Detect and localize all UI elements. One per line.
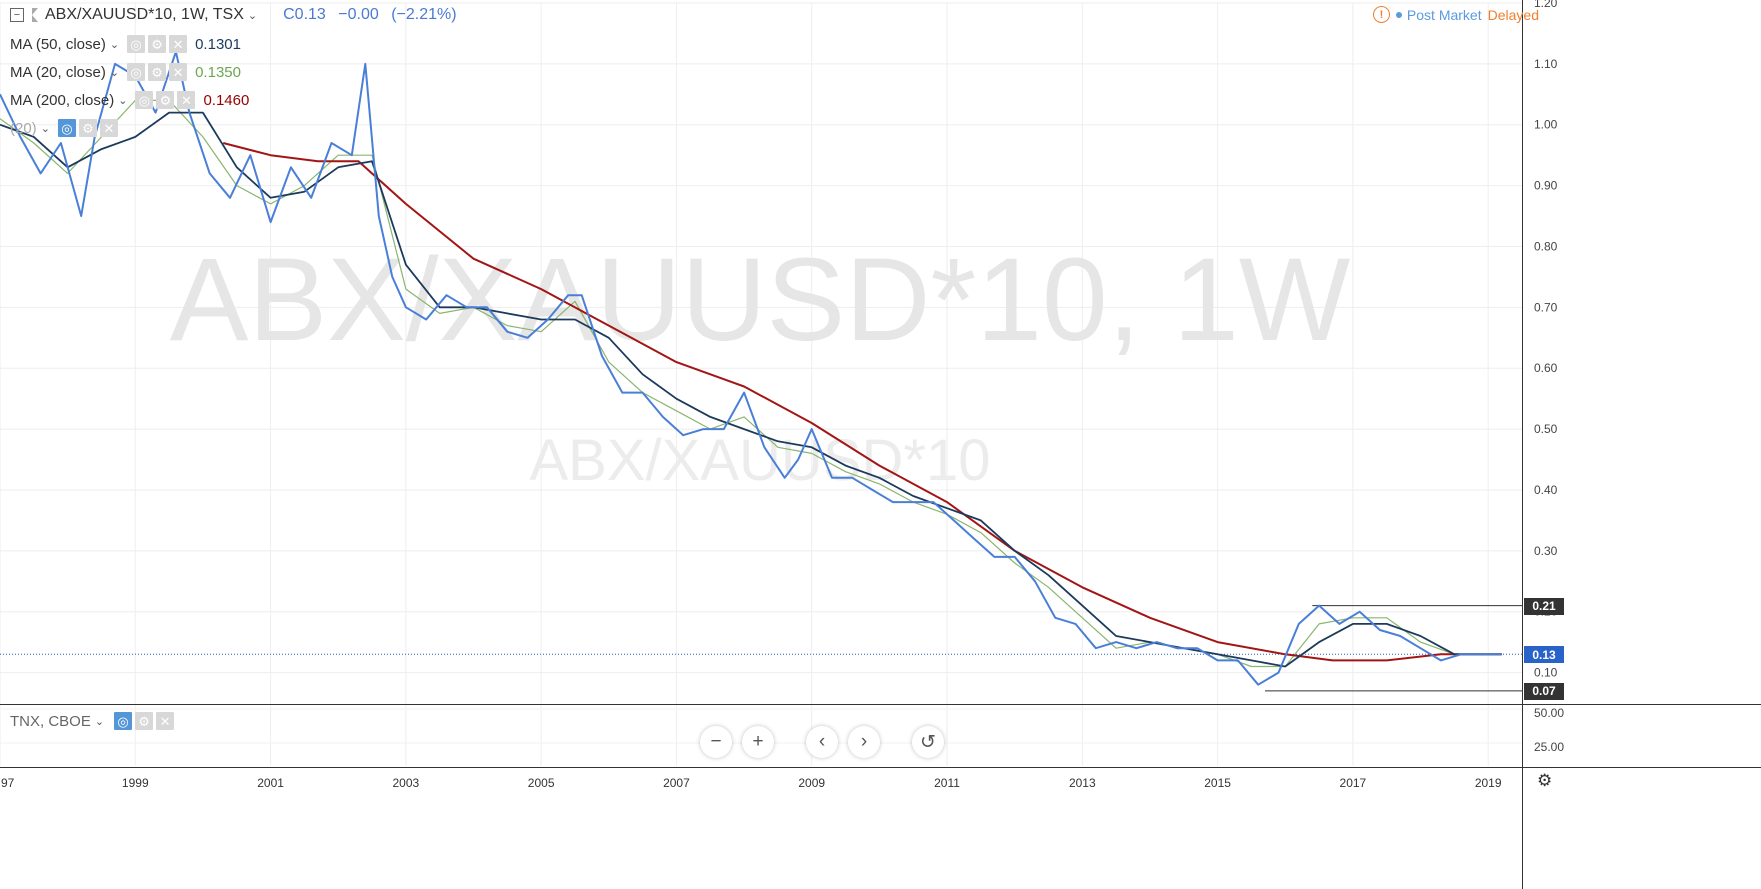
x-tick-label: 2011 xyxy=(934,776,960,790)
gear-icon[interactable]: ⚙ xyxy=(135,712,154,730)
eye-icon[interactable]: ◎ xyxy=(127,35,146,53)
close-icon[interactable]: ✕ xyxy=(99,119,118,137)
eye-icon[interactable]: ◎ xyxy=(127,63,146,81)
series-line-ma50 xyxy=(0,111,1502,668)
flag-icon xyxy=(32,8,38,22)
chevron-down-icon[interactable]: ⌄ xyxy=(109,66,120,79)
series-line-price xyxy=(0,50,1502,686)
x-tick-label: 2017 xyxy=(1340,776,1367,790)
x-tick-label: 2005 xyxy=(528,776,555,790)
reset-icon[interactable]: ↺ xyxy=(912,726,944,758)
sub-y-tick-label: 50.00 xyxy=(1534,706,1564,720)
sub-pane-legend: TNX, CBOE ⌄ ◎ ⚙ ✕ xyxy=(10,712,175,730)
collapse-icon[interactable]: − xyxy=(10,8,24,22)
eye-icon[interactable]: ◎ xyxy=(57,119,76,137)
chevron-down-icon[interactable]: ⌄ xyxy=(109,38,120,51)
symbol-label[interactable]: ABX/XAUUSD*10, 1W, TSX xyxy=(45,6,244,23)
y-tick-label: 0.50 xyxy=(1534,422,1558,436)
indicator-row: MA (50, close) ⌄ ◎ ⚙ ✕ 0.1301 xyxy=(10,35,241,53)
y-tick-label: 0.30 xyxy=(1534,544,1558,558)
chevron-down-icon[interactable]: ⌄ xyxy=(40,122,50,135)
indicator-label[interactable]: MA (50, close) xyxy=(10,35,106,53)
indicator-row: MA (20, close) ⌄ ◎ ⚙ ✕ 0.1350 xyxy=(10,63,241,81)
gear-icon[interactable]: ⚙ xyxy=(156,91,175,109)
y-tick-label: 0.70 xyxy=(1534,300,1558,314)
gear-icon[interactable]: ⚙ xyxy=(78,119,97,137)
indicator-row: (20) ⌄ ◎ ⚙ ✕ xyxy=(10,119,118,137)
settings-gear-icon[interactable]: ⚙ xyxy=(1537,771,1553,790)
delayed-label: Delayed xyxy=(1487,6,1539,23)
indicator-label[interactable]: MA (200, close) xyxy=(10,91,115,109)
eye-icon[interactable]: ◎ xyxy=(135,91,154,109)
series-line-ma200 xyxy=(222,142,1502,662)
eye-icon[interactable]: ◎ xyxy=(114,712,133,730)
high-price-tag: 0.21 xyxy=(1524,597,1564,615)
scroll-right-icon[interactable]: › xyxy=(848,726,880,758)
x-tick-label: 2013 xyxy=(1069,776,1096,790)
x-tick-label: 97 xyxy=(1,776,15,790)
indicator-value: 0.1460 xyxy=(203,91,250,109)
y-tick-label: 1.20 xyxy=(1534,0,1558,10)
low-price-tag: 0.07 xyxy=(1524,682,1564,700)
gear-icon[interactable]: ⚙ xyxy=(148,35,167,53)
series xyxy=(0,50,1502,686)
y-tick-label: 0.60 xyxy=(1534,361,1558,375)
zoom-out-icon[interactable]: − xyxy=(700,726,732,758)
quote: C0.13 −0.00 (−2.21%) xyxy=(283,6,464,24)
gear-icon[interactable]: ⚙ xyxy=(148,63,167,81)
chevron-down-icon[interactable]: ⌄ xyxy=(94,715,105,728)
chevron-down-icon[interactable]: ⌄ xyxy=(247,9,258,22)
quote-change: −0.00 xyxy=(338,6,379,23)
market-status: ! Post Market Delayed xyxy=(1372,6,1539,23)
status-dot xyxy=(1395,11,1402,18)
post-market-label: Post Market xyxy=(1406,6,1482,23)
grid xyxy=(0,2,1522,766)
x-tick-label: 2001 xyxy=(257,776,284,790)
y-tick-label: 0.40 xyxy=(1534,483,1558,497)
y-tick-label: 0.10 xyxy=(1534,666,1558,680)
current-price-tag: 0.13 xyxy=(1524,646,1564,664)
x-tick-label: 2003 xyxy=(393,776,420,790)
watermark-main: ABX/XAUUSD*10, 1W xyxy=(170,234,1350,366)
x-tick-label: 2009 xyxy=(798,776,825,790)
chart-navigation: − + ‹ › ↺ xyxy=(700,726,954,758)
y-tick-label: 0.80 xyxy=(1534,239,1558,253)
y-tick-label: 1.00 xyxy=(1534,118,1558,132)
x-tick-label: 2007 xyxy=(663,776,690,790)
sub-pane-label[interactable]: TNX, CBOE xyxy=(10,712,91,730)
indicator-label[interactable]: (20) xyxy=(10,119,37,137)
zoom-in-icon[interactable]: + xyxy=(742,726,774,758)
x-tick-label: 2015 xyxy=(1204,776,1231,790)
close-icon[interactable]: ✕ xyxy=(169,63,188,81)
indicator-label[interactable]: MA (20, close) xyxy=(10,63,106,81)
warning-icon[interactable]: ! xyxy=(1372,6,1390,23)
close-icon[interactable]: ✕ xyxy=(156,712,175,730)
y-tick-label: 0.90 xyxy=(1534,179,1558,193)
watermark: ABX/XAUUSD*10, 1W ABX/XAUUSD*10 xyxy=(170,234,1350,493)
indicator-row: MA (200, close) ⌄ ◎ ⚙ ✕ 0.1460 xyxy=(10,91,249,109)
x-tick-label: 2019 xyxy=(1475,776,1502,790)
x-tick-label: 1999 xyxy=(122,776,149,790)
scroll-left-icon[interactable]: ‹ xyxy=(806,726,838,758)
chevron-down-icon[interactable]: ⌄ xyxy=(118,94,128,107)
close-icon[interactable]: ✕ xyxy=(169,35,188,53)
levels xyxy=(0,605,1522,692)
indicator-value: 0.1301 xyxy=(195,35,241,53)
close-icon[interactable]: ✕ xyxy=(177,91,196,109)
watermark-sub: ABX/XAUUSD*10 xyxy=(530,428,991,493)
quote-pct: (−2.21%) xyxy=(391,6,457,23)
quote-close: C0.13 xyxy=(283,6,326,23)
y-tick-label: 1.10 xyxy=(1534,57,1558,71)
legend-header: − ABX/XAUUSD*10, 1W, TSX ⌄ C0.13 −0.00 (… xyxy=(10,6,465,24)
sub-y-tick-label: 25.00 xyxy=(1534,740,1564,754)
indicator-value: 0.1350 xyxy=(195,63,241,81)
